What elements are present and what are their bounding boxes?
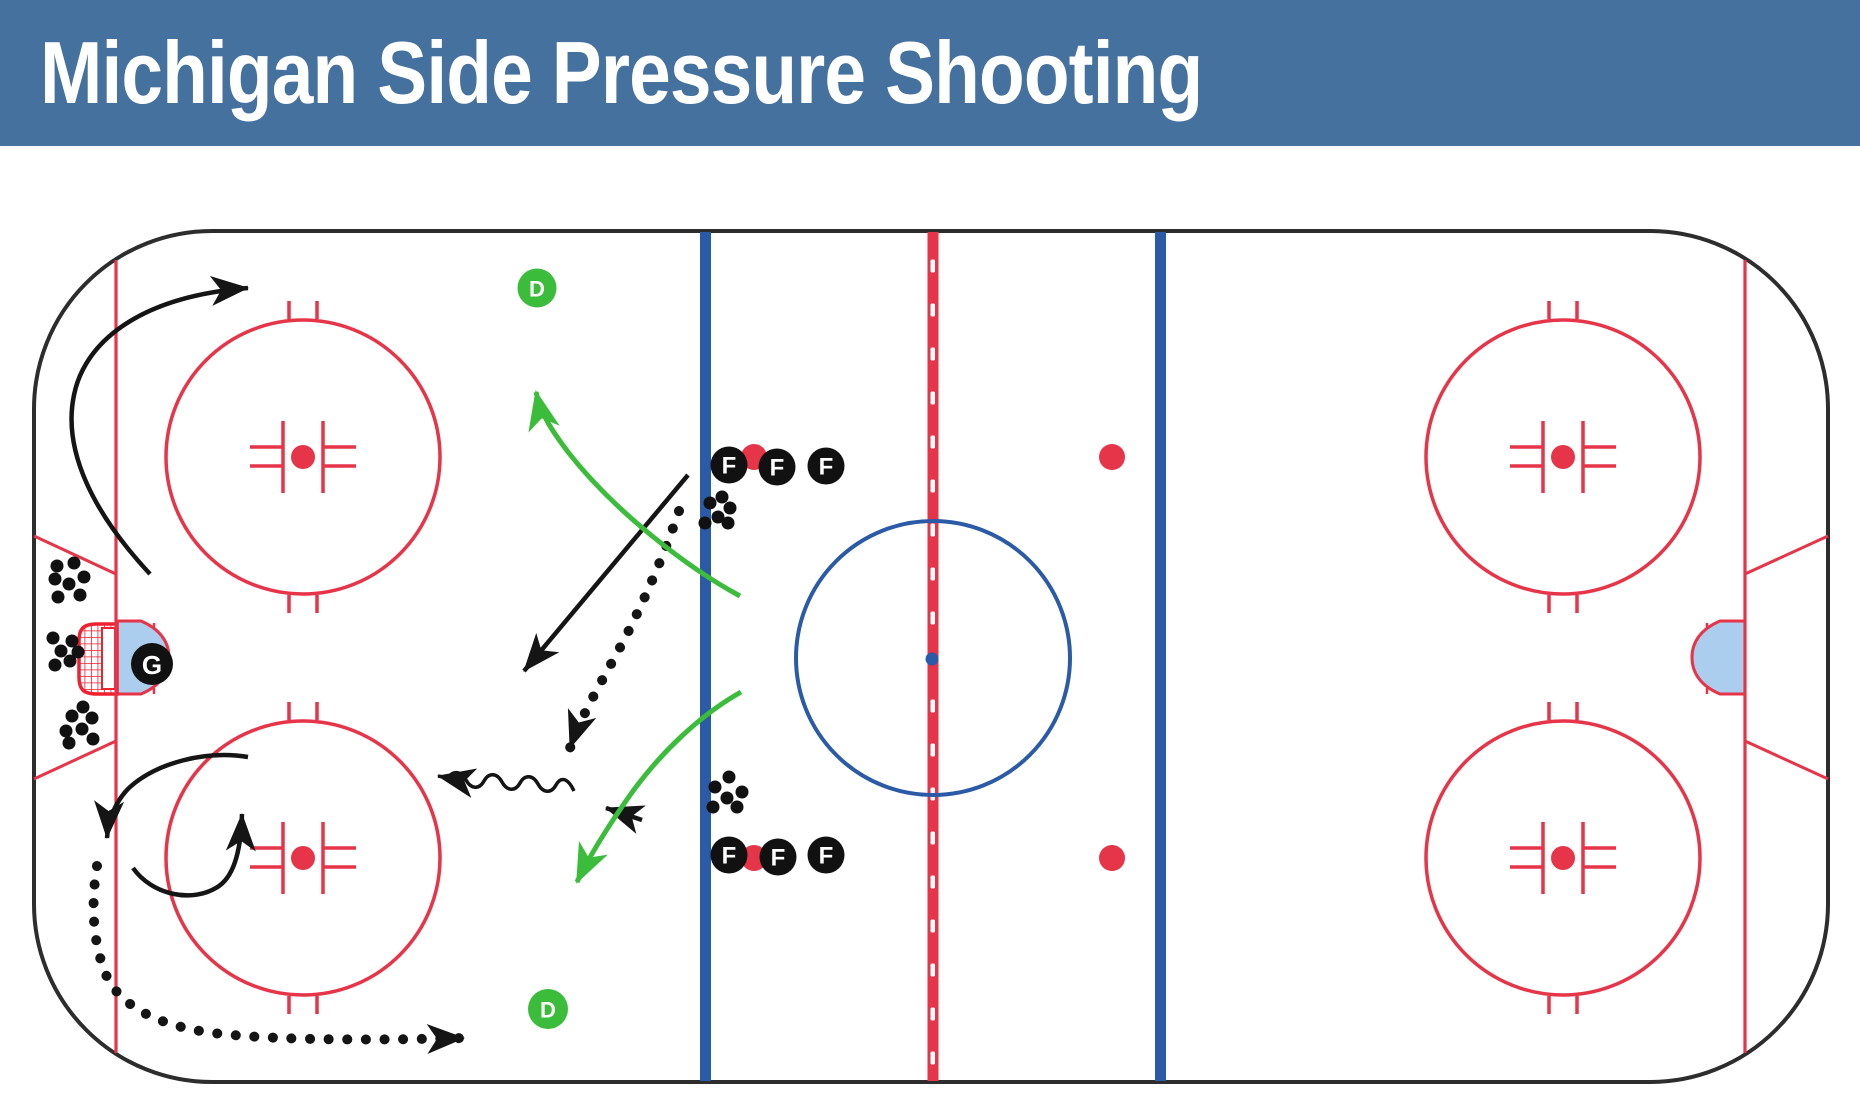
player-label: F (771, 845, 786, 872)
puck-dot (711, 510, 725, 524)
green-support-arrow-up (528, 390, 742, 599)
puck-dot (73, 588, 87, 602)
boards-cluster-upper (48, 556, 91, 604)
puck-dot (65, 634, 79, 648)
player-label: F (770, 455, 785, 482)
goal-net-left (77, 622, 119, 696)
shot-arrow-middle (522, 473, 690, 673)
boards-cluster-middle (46, 631, 85, 672)
puck-dot (54, 644, 68, 658)
puck-wavy-arrow (437, 768, 576, 798)
puck-dot (723, 501, 737, 515)
blue-line-right (1155, 232, 1166, 1081)
title-bar: Michigan Side Pressure Shooting (0, 0, 1860, 146)
faceoff-circle-1 (164, 301, 442, 613)
puck-dot (63, 654, 77, 668)
puck-dot (46, 631, 60, 645)
puck-dot (721, 516, 735, 530)
puck-dot (76, 700, 90, 714)
puck-dot (86, 732, 100, 746)
faceoff-circle-3 (1424, 301, 1702, 613)
puck-dot (62, 577, 76, 591)
puck-dot (48, 658, 62, 672)
puck-dot (735, 785, 749, 799)
player-marker-forward-6: F (807, 836, 845, 874)
faceoff-circle-2 (164, 702, 442, 1014)
green-support-arrow-down (574, 689, 743, 884)
neutral-faceoff-dots (741, 444, 1125, 871)
puck-dot (51, 590, 65, 604)
faceoff-circle-4 (1424, 702, 1702, 1014)
player-marker-defense-2: D (528, 989, 568, 1029)
puck-dot (715, 490, 729, 504)
player-label: D (540, 998, 556, 1023)
player-marker-forward-4: F (710, 836, 748, 874)
center-circle (794, 519, 1072, 797)
puck-dot (50, 559, 64, 573)
puck-dot (77, 570, 91, 584)
puck-dot (730, 800, 744, 814)
puck-dot (75, 722, 89, 736)
player-label: F (819, 454, 834, 481)
hook-arrow-up (131, 813, 256, 898)
one-timer-arrow (605, 805, 646, 834)
trapezoid-lines (33, 534, 1829, 781)
puck-dot (59, 724, 73, 738)
hook-arrow-down (94, 752, 249, 839)
puck-dot (708, 780, 722, 794)
page-title: Michigan Side Pressure Shooting (40, 23, 1203, 122)
puck-dot (722, 770, 736, 784)
player-label: F (722, 453, 737, 480)
puck-dot (67, 556, 81, 570)
center-line-dashes (930, 259, 935, 1065)
puck-dot (698, 516, 712, 530)
arrows-layer (69, 275, 743, 1054)
boards-cluster-lower (59, 700, 100, 750)
faceoff-circles (164, 301, 1702, 1014)
center-faceoff-dot (925, 652, 939, 666)
blueline-cluster-bottom (706, 770, 749, 814)
player-marker-goalie: G (131, 643, 173, 685)
player-marker-forward-2: F (758, 448, 796, 486)
puck-dot (85, 711, 99, 725)
crease-tick-marks (152, 623, 1709, 694)
players-layer: G F F F F F F D D (131, 268, 845, 1029)
blueline-cluster-top (698, 490, 737, 530)
player-marker-forward-3: F (807, 447, 845, 485)
player-label: F (722, 843, 737, 870)
player-marker-defense-1: D (517, 268, 557, 308)
player-label: D (529, 277, 545, 302)
puck-dot (65, 709, 79, 723)
player-marker-forward-1: F (710, 446, 748, 484)
goal-crease-right (1690, 619, 1747, 696)
blue-line-left (700, 232, 711, 1081)
wrap-skate-arrow-top (69, 275, 249, 576)
puck-dot (62, 736, 76, 750)
puck-dot (71, 645, 85, 659)
player-label: F (819, 843, 834, 870)
player-marker-forward-5: F (759, 838, 797, 876)
puck-dot (720, 791, 734, 805)
puck-dot (703, 496, 717, 510)
pucks-layer (46, 490, 749, 814)
puck-dot (706, 800, 720, 814)
puck-dot (48, 572, 62, 586)
corner-dotted-arrow (88, 861, 469, 1054)
player-label: G (142, 650, 162, 680)
